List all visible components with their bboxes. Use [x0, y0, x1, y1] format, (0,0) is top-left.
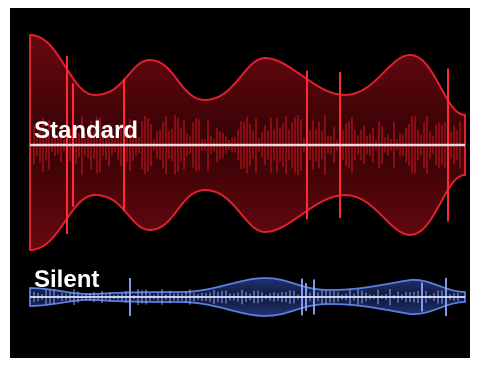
standard-label: Standard	[34, 117, 138, 144]
page: Standard Silent (() => { const data = JS…	[0, 0, 477, 365]
silent-label: Silent	[34, 266, 99, 293]
waveform-image: Standard Silent	[0, 0, 477, 365]
